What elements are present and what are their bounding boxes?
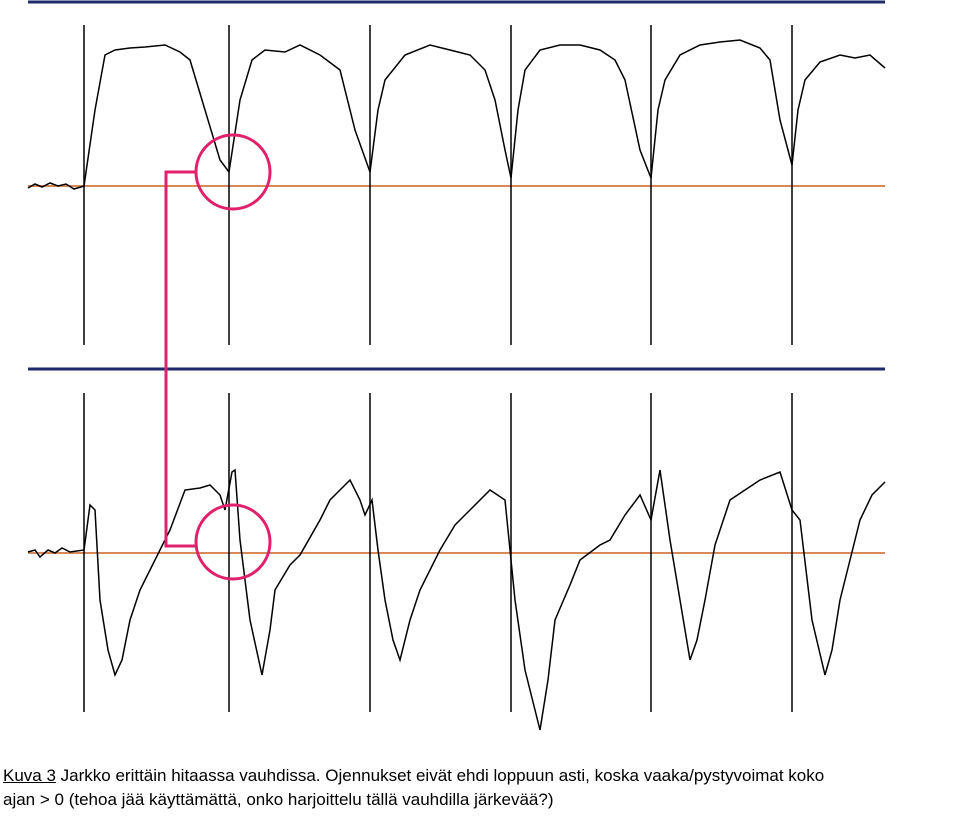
highlight xyxy=(164,133,272,581)
connector xyxy=(164,170,196,548)
caption: Kuva 3 Jarkko erittäin hitaassa vauhdiss… xyxy=(3,764,824,812)
bottom-panel xyxy=(27,367,886,731)
caption-text: Jarkko erittäin hitaassa vauhdissa. Ojen… xyxy=(60,766,825,785)
caption-label: Kuva 3 xyxy=(3,766,56,785)
force-trace xyxy=(27,468,886,731)
highlight-circle xyxy=(194,503,272,581)
force-trace xyxy=(27,39,886,190)
figure xyxy=(27,0,886,731)
caption-line: Kuva 3 Jarkko erittäin hitaassa vauhdiss… xyxy=(3,764,824,788)
top-panel xyxy=(27,0,886,345)
caption-line: ajan > 0 (tehoa jää käyttämättä, onko ha… xyxy=(3,790,554,809)
